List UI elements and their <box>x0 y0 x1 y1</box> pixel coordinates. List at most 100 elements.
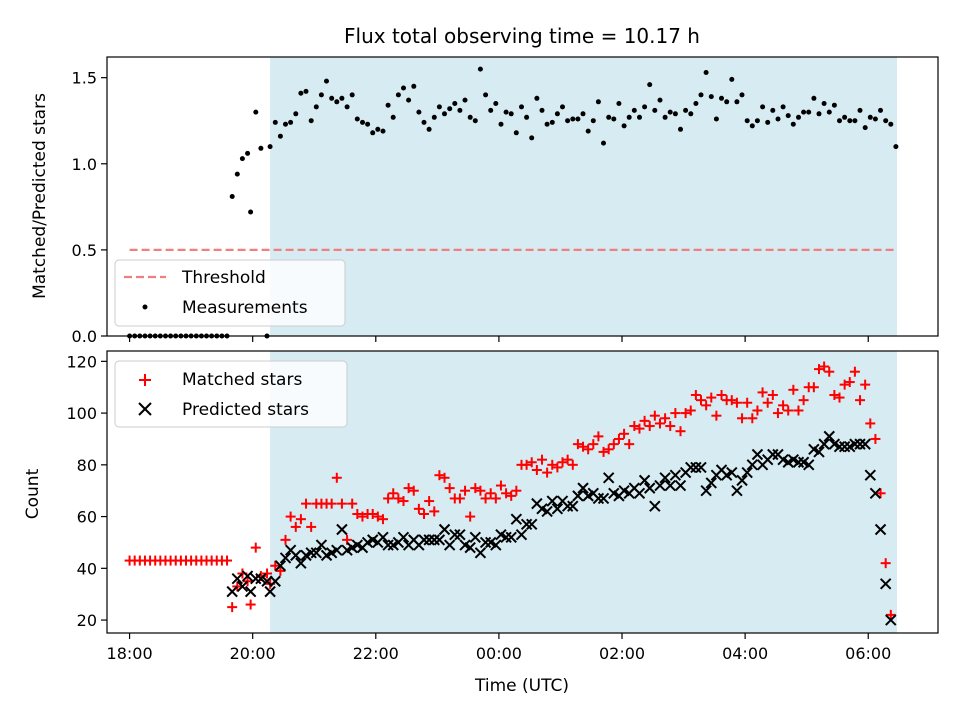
measurement-point <box>647 82 653 88</box>
measurement-point <box>806 109 812 115</box>
predicted-star-point <box>654 479 666 492</box>
measurement-point <box>662 114 668 120</box>
measurement-point <box>775 116 781 122</box>
xtick-label: 00:00 <box>476 644 522 663</box>
measurement-point <box>234 171 240 177</box>
measurement-point <box>801 109 807 115</box>
matched-star-point <box>665 421 676 432</box>
matched-star-point <box>506 490 517 501</box>
matched-star-point <box>531 465 542 476</box>
measurement-point <box>519 104 524 110</box>
measurement-point <box>452 101 458 106</box>
matched-star-point <box>495 480 506 491</box>
matched-star-point <box>808 382 819 393</box>
matched-star-point <box>603 444 614 455</box>
measurement-point <box>462 97 468 103</box>
measurement-point <box>431 114 437 120</box>
bottom-plot-frame <box>106 350 939 634</box>
predicted-star-point <box>546 495 558 507</box>
bottom-y-axis-label: Count <box>23 468 43 519</box>
predicted-star-point <box>567 500 579 512</box>
measurement-point <box>554 111 560 117</box>
measurement-point <box>360 119 365 125</box>
matched-star-point <box>783 405 794 416</box>
matched-star-point <box>711 410 722 421</box>
matched-star-point <box>490 493 501 504</box>
matched-star-point <box>598 446 609 457</box>
xtick-label: 06:00 <box>845 644 891 663</box>
measurement-point <box>652 107 658 113</box>
measurement-point <box>831 102 837 108</box>
measurement-point <box>693 101 699 106</box>
top-legend-box <box>114 259 346 327</box>
matched-star-point <box>793 405 804 416</box>
predicted-star-point <box>885 614 897 626</box>
matched-star-point <box>250 542 261 553</box>
measurement-point <box>380 128 386 134</box>
matched-star-point <box>813 364 824 375</box>
measurement-point <box>524 114 530 120</box>
measurement-point <box>683 107 689 113</box>
measurement-point <box>760 104 766 110</box>
measurement-point <box>248 209 254 215</box>
predicted-star-point <box>644 482 656 494</box>
measurement-point <box>354 116 360 122</box>
matched-star-point <box>696 395 707 406</box>
measurement-point <box>621 123 627 129</box>
matched-star-point <box>439 472 450 483</box>
matched-star-point <box>470 483 481 494</box>
top-ytick-label: 0.0 <box>72 327 97 346</box>
bottom-ytick-label: 100 <box>66 404 97 423</box>
matched-star-point <box>434 470 445 481</box>
measurement-point <box>626 114 632 120</box>
matched-star-point <box>475 485 486 496</box>
bottom-ytick-label: 80 <box>77 456 97 475</box>
measurement-point <box>513 130 519 136</box>
matched-star-point <box>336 498 347 509</box>
predicted-star-point <box>474 547 487 559</box>
measurement-point <box>503 109 509 115</box>
matched-star-point <box>701 400 712 411</box>
measurement-point <box>790 121 796 127</box>
predicted-star-point <box>418 534 430 546</box>
matched-star-point <box>501 488 512 499</box>
measurement-point <box>667 109 673 115</box>
measurement-point <box>329 95 335 101</box>
predicted-star-point <box>561 500 574 512</box>
measurement-point <box>754 118 760 124</box>
predicted-star-point <box>813 446 825 458</box>
matched-star-point <box>880 558 891 569</box>
matched-star-point <box>245 599 256 610</box>
measurement-point <box>365 121 371 127</box>
measurement-point <box>611 116 617 122</box>
measurement-point <box>488 107 494 113</box>
matched-star-point <box>454 493 465 504</box>
measurement-point <box>426 126 432 132</box>
matched-star-point <box>352 508 363 519</box>
matched-star-point <box>742 397 753 408</box>
matched-star-point <box>778 400 789 411</box>
measurement-point <box>467 114 473 120</box>
predicted-star-point <box>869 487 882 500</box>
predicted-star-point <box>664 479 676 492</box>
measurement-point <box>324 78 329 84</box>
measurement-point <box>308 118 314 124</box>
measurement-point <box>719 95 724 101</box>
measurement-point <box>253 109 259 115</box>
measurement-point <box>708 94 714 100</box>
matched-star-point <box>844 377 855 388</box>
measurement-point <box>878 107 883 113</box>
predicted-star-point <box>633 487 646 500</box>
top-y-axis-label: Matched/Predicted stars <box>30 93 50 299</box>
measurement-point <box>442 111 447 117</box>
measurement-point <box>703 70 709 75</box>
measurement-point <box>406 97 412 103</box>
predicted-star-point <box>443 539 456 551</box>
predicted-star-point <box>397 531 410 543</box>
measurement-point <box>616 101 622 106</box>
measurement-point <box>385 102 391 108</box>
matched-star-point <box>280 534 291 545</box>
legend-threshold-label: Threshold <box>181 268 266 288</box>
measurement-point <box>416 109 422 115</box>
xtick-label: 04:00 <box>722 644 768 663</box>
